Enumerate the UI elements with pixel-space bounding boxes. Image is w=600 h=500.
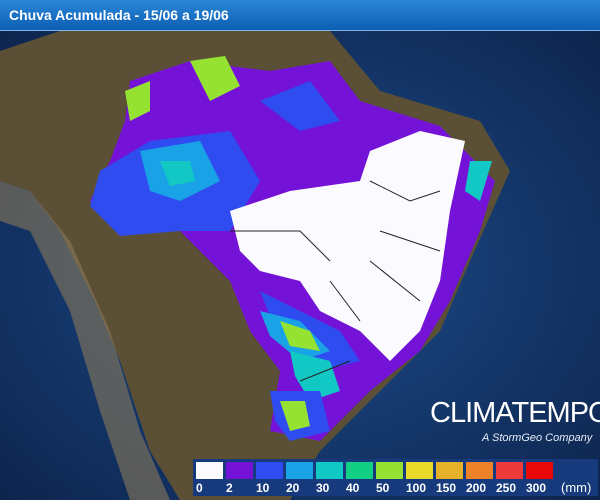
- legend-swatch: [466, 462, 493, 479]
- brazil-rainfall: [90, 56, 495, 441]
- legend-label: 50: [376, 481, 390, 495]
- climatempo-logo: CLIMATEMPO A StormGeo Company: [430, 397, 600, 444]
- logo-tagline: A StormGeo Company: [482, 432, 593, 444]
- legend-label: 2: [226, 481, 233, 495]
- legend-swatch: [436, 462, 463, 479]
- legend-label: 250: [496, 481, 517, 495]
- legend-swatch: [316, 462, 343, 479]
- legend-unit: (mm): [561, 480, 592, 495]
- map-title: Chuva Acumulada - 15/06 a 19/06: [9, 7, 229, 23]
- title-bar: Chuva Acumulada - 15/06 a 19/06: [0, 0, 600, 31]
- legend-swatch: [526, 462, 553, 479]
- legend-label: 150: [436, 481, 457, 495]
- legend-swatch: [226, 462, 253, 479]
- legend-swatch: [496, 462, 523, 479]
- legend-swatch: [196, 462, 223, 479]
- logo-name: CLIMATEMPO: [430, 397, 600, 429]
- legend-swatch: [256, 462, 283, 479]
- legend-label: 30: [316, 481, 330, 495]
- legend-label: 200: [466, 481, 487, 495]
- legend-swatch: [346, 462, 373, 479]
- legend-swatch: [286, 462, 313, 479]
- legend-label: 40: [346, 481, 360, 495]
- legend-swatch: [406, 462, 433, 479]
- legend-label: 100: [406, 481, 427, 495]
- andes: [0, 181, 170, 500]
- legend-swatch: [376, 462, 403, 479]
- legend-label: 20: [286, 481, 300, 495]
- legend-label: 0: [196, 481, 203, 495]
- legend-label: 300: [526, 481, 547, 495]
- legend-label: 10: [256, 481, 270, 495]
- rainfall-legend: (mm) 0 2 10 20 30 40 50 100 150 200 250 300: [193, 459, 598, 496]
- rainfall-map: [0, 31, 600, 500]
